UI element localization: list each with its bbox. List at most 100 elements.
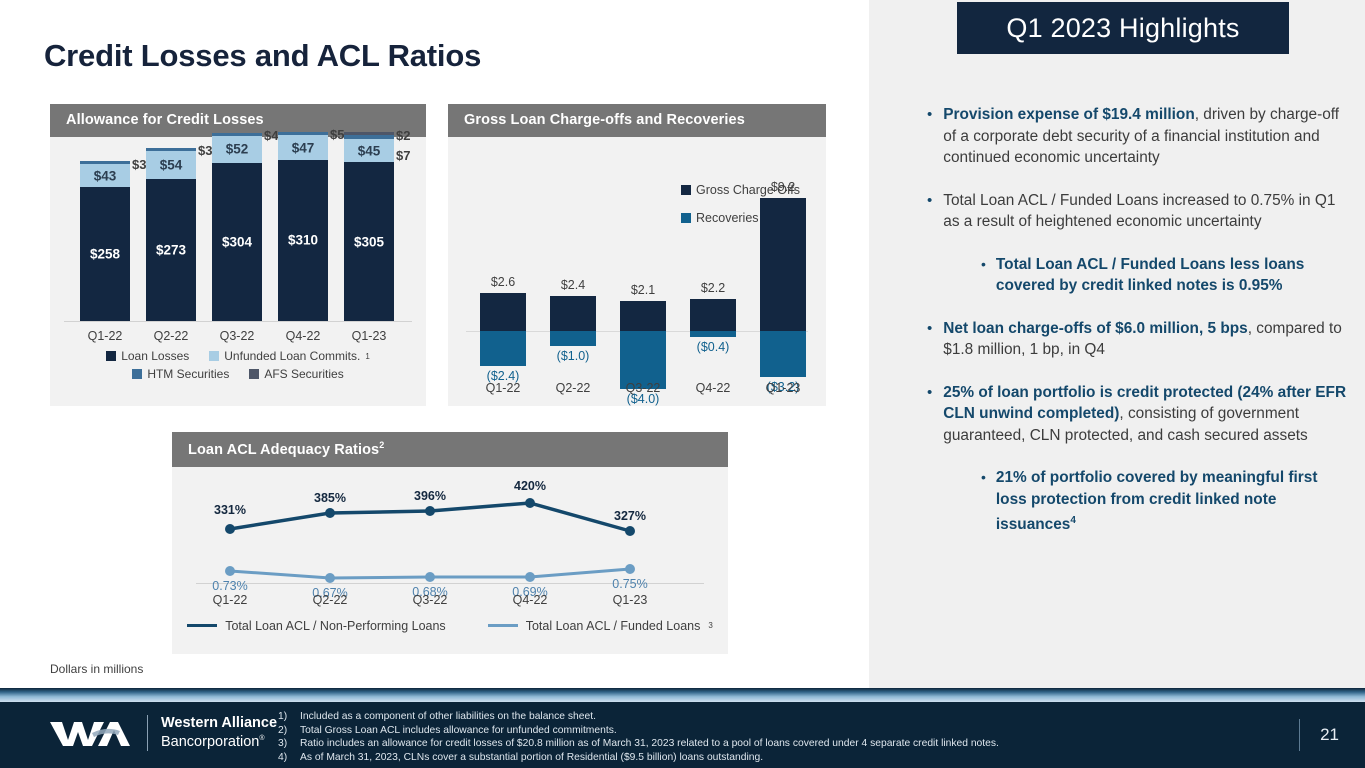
chart1-segment	[146, 147, 196, 151]
chart3-npl-label: 327%	[614, 508, 646, 523]
chart2-category-label: Q4-22	[695, 381, 731, 395]
chart3-funded-label: 0.68%	[412, 584, 448, 599]
chart3-series-svg	[225, 497, 635, 583]
bullet-text: 21% of portfolio covered by meaningful f…	[995, 469, 1318, 534]
chart1-segment-label: $310	[287, 232, 319, 248]
chart2-category-label: Q2-22	[555, 381, 591, 395]
chart2-column	[550, 137, 596, 331]
chart1-segment: $47	[278, 135, 328, 160]
bullet-dot-icon: •	[981, 469, 986, 485]
chart1-segment-label: $54	[159, 157, 183, 173]
chart1-segment: $52	[212, 135, 262, 163]
footnote-item: 4) As of March 31, 2023, CLNs cover a sub…	[278, 751, 999, 765]
chart2-title: Gross Loan Charge-offs and Recoveries	[448, 104, 826, 137]
bullet-text: Total Loan ACL / Funded Loans increased …	[943, 191, 1336, 231]
chart3-title-text: Loan ACL Adequacy Ratios	[188, 441, 380, 458]
footnote-list: 1) Included as a component of other liabi…	[278, 710, 999, 764]
chart1-legend-label: HTM Securities	[147, 367, 230, 381]
chart1-segment: $54	[146, 150, 196, 180]
chart2-legend-label: Recoveries	[696, 211, 759, 225]
chart1-segment-label: $258	[89, 246, 121, 262]
chart1-category-label: Q2-22	[153, 329, 189, 343]
chart1-column: $43 $258	[80, 161, 130, 321]
highlights-panel: Q1 2023 Highlights • Provision expense of…	[869, 0, 1365, 688]
chart3-data-point	[325, 572, 335, 583]
chart2-charge-off-bar	[690, 299, 736, 331]
chart2-charge-off-label: $2.6	[490, 275, 516, 290]
chart3-legend-label: Total Loan ACL / Funded Loans	[525, 618, 701, 633]
chart1-column: $54 $273	[146, 147, 196, 321]
chart2-recovery-label: ($1.0)	[556, 348, 590, 363]
footnote-text: Included as a component of other liabili…	[300, 711, 596, 722]
chart1-htm-label: $3	[198, 143, 213, 159]
legend-swatch-icon	[249, 369, 260, 379]
chart3-category-label: Q1-23	[612, 592, 648, 607]
legend-line-icon	[187, 624, 218, 628]
chart3-npl-label: 396%	[414, 488, 446, 503]
logo-divider	[147, 715, 148, 752]
chart1-segment-label: $47	[291, 140, 315, 156]
chart1-segment-label: $45	[357, 143, 381, 159]
chart2-recovery-bar	[760, 331, 806, 378]
chart3-legend: Total Loan ACL / Non-Performing Loans Tot…	[172, 619, 728, 633]
chart1-segment-label: $273	[155, 242, 187, 258]
chart2-title-text: Gross Loan Charge-offs and Recoveries	[464, 112, 745, 128]
chart3-legend-item: Total Loan ACL / Funded Loans 3	[487, 618, 713, 633]
chart3-body: 331% 385% 396% 420% 327% 0.73% 0.67% 0.68% 0.69%…	[172, 467, 728, 633]
chart2-column	[760, 137, 806, 331]
chart3-data-point	[525, 571, 535, 582]
highlight-bullet: • Net loan charge-offs of $6.0 million, 5…	[927, 318, 1347, 361]
chart2-charge-off-bar	[620, 300, 666, 331]
chart3-npl-label: 331%	[214, 502, 246, 517]
highlight-sub-bullet: • Total Loan ACL / Funded Loans less loan…	[981, 254, 1347, 297]
footnote-item: 3) Ratio includes an allowance for credit…	[278, 737, 999, 751]
chart1-legend-label: Loan Losses	[121, 349, 190, 363]
chart2-recovery-label: ($0.4)	[696, 339, 730, 354]
chart1-afs-label: $2	[396, 128, 411, 144]
chart1-legend-item: Loan Losses	[106, 349, 189, 363]
chart3-funded-label: 0.67%	[312, 585, 348, 600]
chart1-legend-row: HTM Securities AFS Securities	[132, 367, 344, 381]
chart2-charge-off-label: $2.2	[700, 281, 726, 296]
chart1-column: $52 $304	[212, 132, 262, 321]
chart1-category-label: Q4-22	[285, 329, 321, 343]
chart2-charge-off-bar	[760, 197, 806, 331]
logo-text: Western Alliance Bancorporation®	[161, 714, 277, 752]
chart3-data-point	[625, 563, 635, 574]
footnote-number: 3)	[278, 738, 288, 750]
chart2-charge-off-bar	[480, 293, 526, 331]
chart3-plot: 331% 385% 396% 420% 327% 0.73% 0.67% 0.68% 0.69%…	[182, 467, 718, 617]
bullet-dot-icon: •	[927, 319, 933, 337]
registered-mark-icon: ®	[259, 735, 265, 743]
footnote-item: 1) Included as a component of other liabi…	[278, 710, 999, 724]
chart3-npl-label: 385%	[314, 490, 346, 505]
chart3-data-point	[325, 507, 335, 518]
legend-footnote-marker: 1	[365, 351, 370, 361]
legend-footnote-marker: 3	[708, 621, 713, 631]
western-alliance-wa-icon	[50, 722, 130, 747]
chart3-data-point	[225, 565, 235, 576]
chart1-segment	[212, 132, 262, 136]
chart-allowance-for-credit-losses: Allowance for Credit Losses $43 $258 $3 Q1-…	[50, 104, 426, 406]
legend-swatch-icon	[209, 351, 220, 361]
chart3-title: Loan ACL Adequacy Ratios2	[172, 432, 728, 467]
chart3-funded-label: 0.75%	[612, 576, 648, 591]
chart3-data-point	[625, 525, 635, 536]
bullet-text: Provision expense of $19.4 million, driv…	[943, 106, 1340, 166]
legend-line-icon	[487, 624, 518, 628]
chart2-category-label: Q1-23	[765, 381, 801, 395]
chart3-category-label: Q2-22	[312, 592, 348, 607]
chart2-recovery-label: ($3.2)	[766, 380, 800, 395]
highlight-sub-bullet: • 21% of portfolio covered by meaningful …	[981, 467, 1347, 536]
chart1-segment: $310	[278, 159, 328, 321]
highlight-bullet: • 25% of loan portfolio is credit protect…	[927, 382, 1347, 447]
chart1-category-label: Q1-23	[351, 329, 387, 343]
chart1-legend-label: Unfunded Loan Commits.	[224, 349, 361, 363]
chart2-recovery-bar	[550, 331, 596, 346]
chart1-segment	[278, 132, 328, 136]
chart2-recovery-label: ($2.4)	[486, 368, 520, 383]
footnote-item: 2) Total Gross Loan ACL includes allowanc…	[278, 724, 999, 738]
chart2-body: Gross Charge Offs Recoveries $2.6 ($2.4) Q1…	[448, 137, 826, 406]
bullet-text: Total Loan ACL / Funded Loans less loans…	[995, 255, 1305, 295]
